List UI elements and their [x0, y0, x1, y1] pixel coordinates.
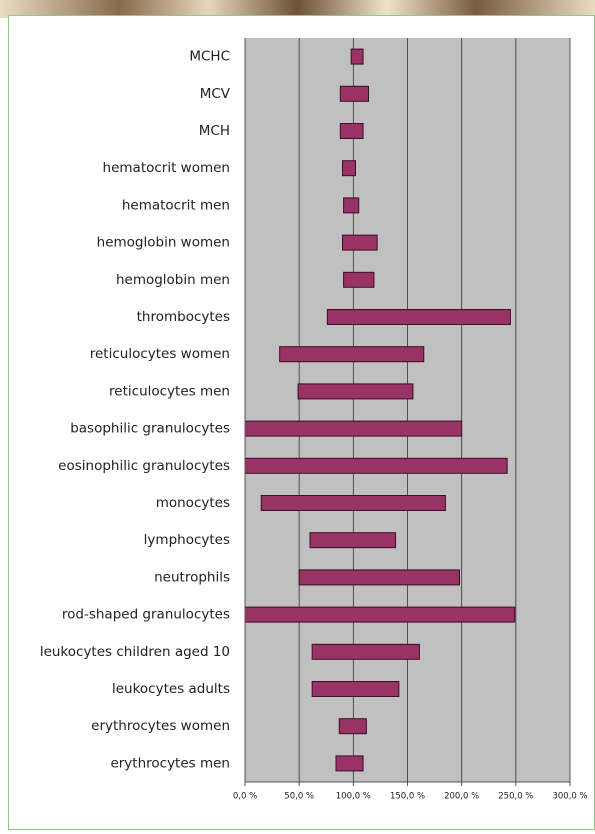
bar: [244, 420, 463, 437]
y-tick-label: monocytes: [156, 495, 230, 511]
bar: [279, 346, 425, 363]
y-tick-label: MCV: [200, 86, 231, 102]
bar: [326, 309, 511, 325]
bar: [350, 48, 364, 65]
x-tick-label: 100,0 %: [336, 792, 371, 802]
y-tick-label: MCH: [199, 123, 230, 139]
y-tick-label: lymphocytes: [144, 532, 230, 548]
y-tick-label: reticulocytes men: [109, 383, 230, 399]
bar: [298, 569, 460, 586]
bars: [244, 48, 516, 772]
bar: [338, 718, 367, 735]
bar: [244, 606, 516, 623]
y-tick-label: leukocytes children aged 10: [40, 644, 230, 660]
bar: [343, 197, 360, 214]
bar: [311, 681, 400, 697]
bar: [339, 85, 370, 102]
y-tick-label: neutrophils: [154, 569, 230, 585]
bar: [335, 755, 364, 772]
y-tick-label: erythrocytes men: [110, 755, 230, 771]
y-tick-label: basophilic granulocytes: [70, 421, 230, 437]
x-tick-label: 0,0 %: [233, 792, 257, 802]
x-tick-label: 200,0 %: [444, 792, 479, 802]
bar: [311, 643, 420, 660]
y-tick-label: reticulocytes women: [90, 346, 230, 362]
y-tick-label: hemoglobin men: [116, 272, 230, 288]
y-tick-label: eosinophilic granulocytes: [58, 458, 230, 474]
bar: [339, 123, 364, 139]
y-tick-label: leukocytes adults: [112, 681, 230, 697]
x-tick-label: 250,0 %: [498, 792, 533, 802]
bar: [244, 457, 508, 474]
bar: [260, 495, 446, 511]
bar: [297, 383, 414, 400]
y-tick-label: erythrocytes women: [91, 718, 230, 734]
x-tick-label: 50,0 %: [284, 792, 314, 802]
y-tick-label: thrombocytes: [137, 309, 230, 325]
header-photo: [0, 0, 595, 18]
bar: [342, 160, 356, 177]
bar: [343, 271, 375, 288]
y-tick-label: hemoglobin women: [97, 235, 230, 251]
bar: [342, 234, 378, 251]
x-tick-label: 150,0 %: [390, 792, 425, 802]
y-tick-label: rod-shaped granulocytes: [62, 607, 230, 623]
y-tick-label: hematocrit women: [103, 160, 230, 176]
x-tick-label: 300,0 %: [552, 792, 587, 802]
y-tick-label: MCHC: [189, 49, 230, 65]
y-tick-label: hematocrit men: [122, 197, 230, 213]
bar: [309, 532, 397, 549]
